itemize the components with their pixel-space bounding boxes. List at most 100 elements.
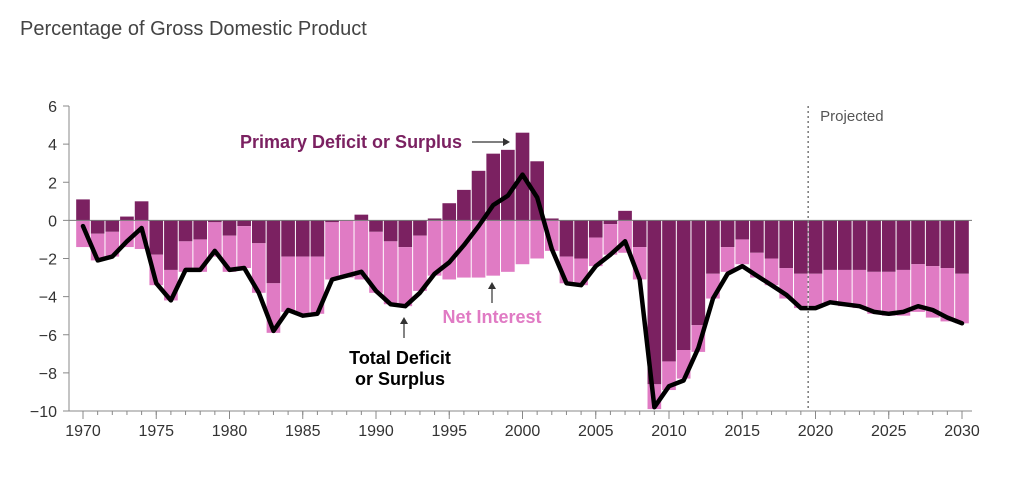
y-tick-label: −10 <box>30 404 57 421</box>
annotation-net-interest-label: Net Interest <box>442 307 541 327</box>
net-interest-bar <box>940 268 955 322</box>
primary-bar <box>881 220 896 272</box>
annotation-total-arrowhead <box>400 317 408 324</box>
primary-bar <box>867 220 881 272</box>
net-interest-bar <box>76 220 90 248</box>
primary-bar <box>720 220 735 248</box>
projected-label: Projected <box>820 108 883 125</box>
x-tick-label: 2030 <box>944 423 980 440</box>
net-interest-bar <box>603 224 618 255</box>
primary-bar <box>105 220 120 232</box>
annotation-net-interest: Net Interest <box>442 282 542 327</box>
x-tick-label: 1990 <box>358 423 394 440</box>
y-tick-label: 6 <box>48 99 57 116</box>
net-interest-bar <box>955 273 969 324</box>
annotation-total: Total Deficit or Surplus <box>349 317 451 389</box>
x-tick-label: 2000 <box>505 423 541 440</box>
primary-bar <box>823 220 837 270</box>
net-interest-bar <box>881 271 896 316</box>
projection-marker: Projected <box>807 106 884 411</box>
primary-bar <box>76 199 90 221</box>
net-interest-bar <box>720 247 735 272</box>
primary-bar <box>281 220 295 257</box>
net-interest-bar <box>823 269 837 305</box>
primary-bar <box>193 220 208 240</box>
x-tick-label: 1995 <box>431 423 467 440</box>
chart-subtitle: Percentage of Gross Domestic Product <box>20 18 367 40</box>
primary-bar <box>295 220 310 257</box>
net-interest-bar <box>354 220 369 280</box>
primary-bar <box>149 220 164 255</box>
x-tick-label: 1980 <box>212 423 248 440</box>
primary-bar <box>413 220 427 236</box>
primary-bar <box>164 220 178 270</box>
primary-bar <box>955 220 969 274</box>
y-tick-label: −8 <box>39 366 57 383</box>
primary-bar <box>369 220 383 232</box>
net-interest-bar <box>808 273 823 309</box>
net-interest-bar <box>530 220 544 259</box>
primary-bar <box>837 220 852 270</box>
primary-bar <box>208 220 222 223</box>
net-interest-bar <box>383 241 398 305</box>
annotation-total-label-line1: Total Deficit <box>349 348 451 368</box>
primary-bar <box>442 203 457 221</box>
primary-bar <box>222 220 237 236</box>
x-tick-label: 2020 <box>798 423 834 440</box>
net-interest-bar <box>794 273 808 309</box>
primary-bar <box>691 220 706 326</box>
net-interest-bar <box>896 269 911 316</box>
primary-bar <box>325 220 339 223</box>
net-interest-bar <box>442 220 457 280</box>
net-interest-bar <box>310 256 325 314</box>
net-interest-bar <box>281 256 295 312</box>
net-interest-bar <box>325 222 339 280</box>
net-interest-bar <box>501 220 515 272</box>
primary-bar <box>310 220 325 257</box>
net-interest-bar <box>486 220 501 276</box>
primary-bar <box>134 201 149 221</box>
y-tick-label: 4 <box>48 137 57 154</box>
primary-bar <box>662 220 676 362</box>
primary-bar <box>794 220 808 274</box>
primary-bar <box>779 220 794 269</box>
primary-bar <box>603 220 618 225</box>
primary-bar <box>501 149 515 221</box>
net-interest-bar <box>237 226 251 269</box>
x-tick-label: 1985 <box>285 423 321 440</box>
primary-bar <box>808 220 823 274</box>
primary-bar <box>706 220 720 274</box>
primary-bar <box>676 220 691 350</box>
x-tick-label: 2005 <box>578 423 614 440</box>
net-interest-bar <box>911 264 925 312</box>
primary-bar <box>911 220 925 265</box>
primary-bar <box>178 220 193 242</box>
net-interest-bar <box>837 269 852 307</box>
primary-bar <box>574 220 588 259</box>
x-tick-label: 2010 <box>651 423 687 440</box>
net-interest-bar <box>178 241 193 272</box>
annotation-total-label-line2: or Surplus <box>355 369 445 389</box>
net-interest-bar <box>764 258 779 286</box>
y-tick-label: 0 <box>48 213 57 230</box>
total-deficit-line <box>80 172 965 410</box>
y-tick-label: −2 <box>39 252 57 269</box>
primary-bar <box>251 220 266 244</box>
net-interest-bar <box>457 220 471 278</box>
primary-bar <box>457 189 471 221</box>
net-interest-bar <box>295 256 310 314</box>
primary-bar <box>925 220 940 267</box>
primary-bar <box>120 216 134 221</box>
primary-bar <box>896 220 911 270</box>
primary-bar <box>559 220 574 257</box>
primary-bar <box>427 218 442 221</box>
net-interest-bar <box>398 247 413 307</box>
primary-bar <box>544 218 559 221</box>
x-tick-label: 2015 <box>724 423 760 440</box>
y-tick-label: −4 <box>39 290 57 307</box>
net-interest-bar <box>208 222 222 257</box>
primary-bar <box>618 210 632 221</box>
net-interest-bar <box>588 237 603 267</box>
x-tick-label: 1975 <box>138 423 174 440</box>
